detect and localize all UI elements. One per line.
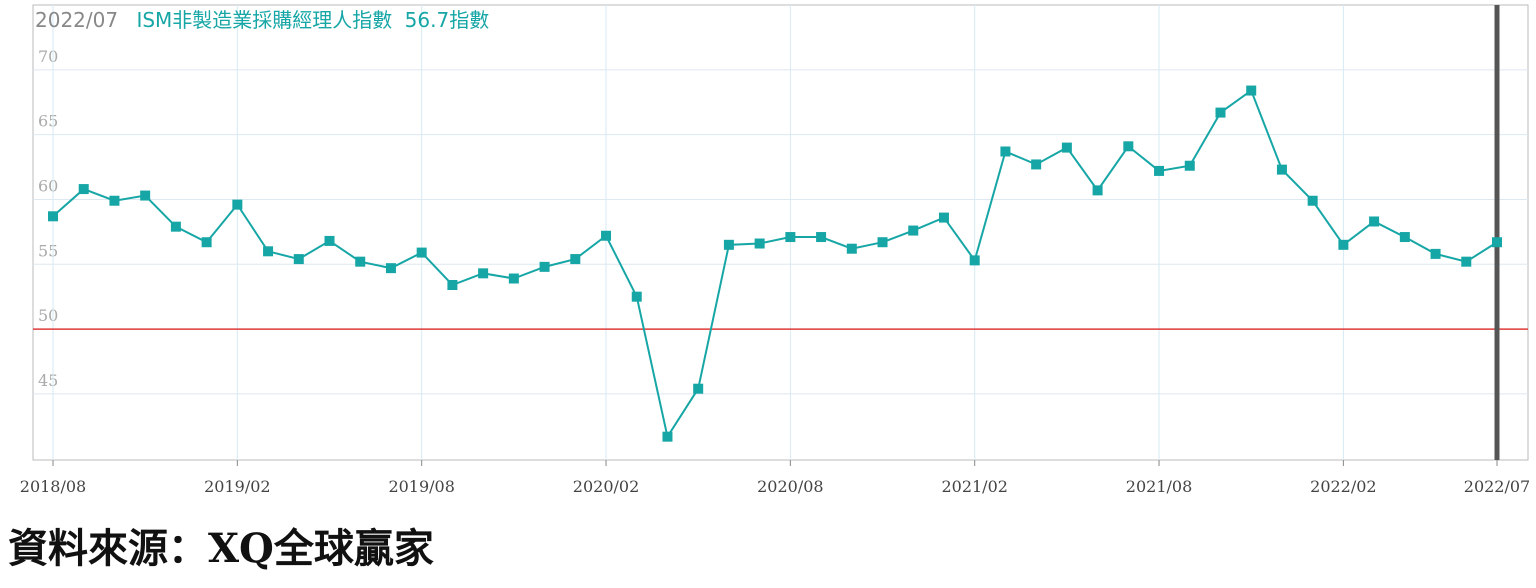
point-marker xyxy=(1430,248,1441,259)
plot-frame xyxy=(32,4,1529,461)
point-marker xyxy=(263,246,274,257)
point-marker xyxy=(969,255,980,266)
point-marker xyxy=(1092,185,1103,196)
x-tick-label: 2021/02 xyxy=(941,477,1007,496)
point-marker xyxy=(170,221,181,232)
point-marker xyxy=(324,235,335,246)
point-marker xyxy=(1461,256,1472,267)
point-marker xyxy=(1061,142,1072,153)
point-marker xyxy=(78,184,89,195)
plot-layer: 45 50 55 60 65 70 2018/08 2019/02 2019/08 2020/02… xyxy=(20,5,1530,496)
x-tick-label: 2021/08 xyxy=(1126,477,1192,496)
point-marker xyxy=(1338,239,1349,250)
point-marker xyxy=(385,263,396,274)
point-marker xyxy=(478,268,489,279)
point-marker xyxy=(601,230,612,241)
point-marker xyxy=(1246,85,1257,96)
point-marker xyxy=(662,431,673,442)
point-marker xyxy=(877,237,888,248)
x-tick-label: 2020/08 xyxy=(757,477,823,496)
point-marker xyxy=(1215,107,1226,118)
point-marker xyxy=(232,199,243,210)
point-marker xyxy=(1399,232,1410,243)
point-marker xyxy=(754,238,765,249)
point-marker xyxy=(1154,165,1165,176)
point-marker xyxy=(938,212,949,223)
y-tick-label: 60 xyxy=(38,176,58,195)
point-marker xyxy=(447,280,458,290)
point-marker xyxy=(570,254,581,265)
x-tick-label: 2022/02 xyxy=(1310,477,1376,496)
point-marker xyxy=(785,232,796,243)
x-tick-label: 2019/08 xyxy=(388,477,454,496)
point-marker xyxy=(1307,195,1318,206)
point-marker xyxy=(631,291,642,302)
y-tick-label: 65 xyxy=(38,112,58,131)
y-tick-label: 45 xyxy=(38,371,58,390)
y-tick-label: 70 xyxy=(38,47,58,66)
point-marker xyxy=(140,190,151,201)
header: 2022/07 ISM非製造業採購經理人指數 56.7指數 xyxy=(35,8,489,32)
point-marker xyxy=(1492,237,1502,248)
point-marker xyxy=(908,225,919,236)
point-marker xyxy=(846,243,857,254)
header-unit: 指數 xyxy=(449,8,489,32)
point-marker xyxy=(416,247,427,258)
header-value: 56.7 xyxy=(405,8,450,32)
point-marker xyxy=(1276,164,1287,175)
point-marker xyxy=(723,239,734,250)
y-tick-label: 50 xyxy=(38,306,58,325)
series-line xyxy=(52,88,1498,440)
point-marker xyxy=(201,237,212,248)
x-tick-label: 2020/02 xyxy=(573,477,639,496)
x-tick-label: 2022/07 xyxy=(1464,477,1530,496)
point-marker xyxy=(1031,159,1042,170)
x-tick-label: 2018/08 xyxy=(20,477,86,496)
point-marker xyxy=(1184,160,1195,171)
source-note: 資料來源：XQ全球贏家 xyxy=(8,525,434,572)
header-date: 2022/07 xyxy=(35,8,118,32)
point-marker xyxy=(1369,216,1380,227)
point-marker xyxy=(816,232,827,243)
x-tick-label: 2019/02 xyxy=(204,477,270,496)
point-marker xyxy=(693,383,704,394)
y-tick-label: 55 xyxy=(38,241,58,260)
point-marker xyxy=(48,211,58,222)
header-series: ISM非製造業採購經理人指數 xyxy=(136,8,392,32)
point-marker xyxy=(1123,141,1134,152)
point-marker xyxy=(355,256,366,267)
point-marker xyxy=(539,261,550,272)
point-marker xyxy=(1000,146,1011,157)
point-marker xyxy=(293,254,304,265)
point-marker xyxy=(508,273,519,284)
point-marker xyxy=(109,195,120,206)
